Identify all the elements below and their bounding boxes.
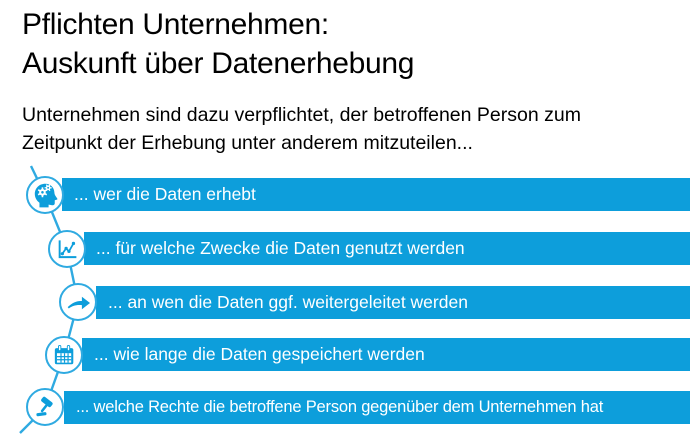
list-item-label: ... für welche Zwecke die Daten genutzt … [96,238,465,258]
page-title: Pflichten Unternehmen: Auskunft über Dat… [22,5,414,83]
list-item-forwarding: ... an wen die Daten ggf. weitergeleitet… [96,286,690,319]
intro-line-1: Unternehmen sind dazu verpflichtet, der … [22,104,581,126]
intro-line-2: Zeitpunkt der Erhebung unter anderem mit… [22,131,473,154]
head-gears-icon [26,176,64,214]
list-item-label: ... wer die Daten erhebt [74,184,256,204]
gavel-icon [26,388,64,426]
page-title-line-2: Auskunft über Datenerhebung [22,47,415,80]
list-item-label: ... an wen die Daten ggf. weitergeleitet… [108,292,468,312]
line-chart-icon [48,230,86,268]
arrow-right-icon [59,283,97,321]
list-item-storage-duration: ... wie lange die Daten gespeichert werd… [82,338,690,371]
intro-text: Unternehmen sind dazu verpflichtet, der … [22,102,581,157]
calendar-icon [45,336,83,374]
list-item-label: ... wie lange die Daten gespeichert werd… [94,344,425,364]
list-item-purposes: ... für welche Zwecke die Daten genutzt … [84,232,690,265]
page-title-line-1: Pflichten Unternehmen: [22,8,329,41]
list-item-rights: ... welche Rechte die betroffene Person … [64,391,690,424]
list-item-who-collects: ... wer die Daten erhebt [62,178,690,211]
list-item-label: ... welche Rechte die betroffene Person … [76,398,604,416]
